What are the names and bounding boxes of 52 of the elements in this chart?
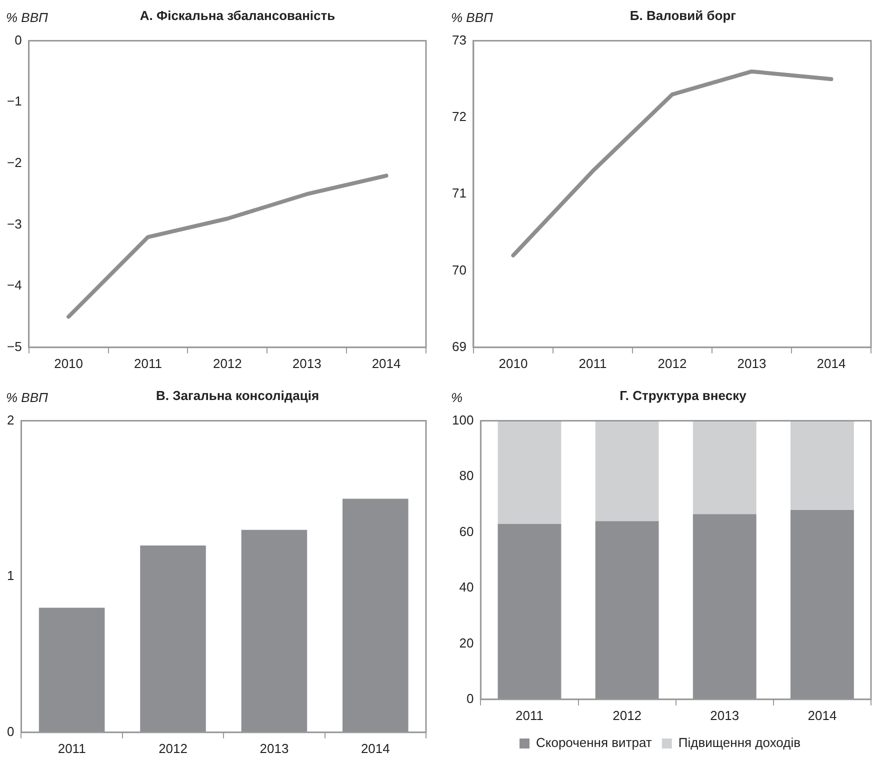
x-tick-label: 2011: [515, 708, 544, 723]
y-tick-label: −2: [6, 155, 22, 170]
y-tick-label: −5: [6, 338, 22, 354]
y-tick-label: 60: [459, 524, 474, 539]
y-tick-label: 2: [6, 412, 14, 428]
legend-label: Скорочення витрат: [536, 735, 652, 750]
y-tick-label: 70: [452, 262, 466, 278]
y-tick-label: 69: [452, 338, 466, 354]
x-tick-label: 2010: [498, 356, 528, 371]
x-tick-label: 2012: [612, 708, 642, 723]
y-tick-label: 72: [452, 109, 466, 124]
chart-title: Б. Валовий борг: [630, 8, 736, 23]
x-tick-label: 2010: [54, 356, 83, 371]
x-tick-label: 2012: [158, 740, 188, 756]
chart-title: А. Фіскальна збалансованість: [140, 8, 336, 23]
x-tick-label: 2012: [212, 356, 242, 371]
x-tick-label: 2011: [58, 740, 86, 756]
chart-title: Г. Структура внеску: [620, 388, 746, 403]
chart-title: В. Загальна консолідація: [156, 388, 320, 403]
bar: [790, 420, 854, 510]
y-tick-label: 71: [452, 186, 466, 201]
y-tick-label: 73: [452, 32, 466, 48]
y-tick-label: 80: [459, 468, 474, 484]
x-tick-label: 2014: [808, 708, 837, 723]
x-tick-label: 2014: [816, 356, 846, 371]
y-axis-title: % ВВП: [451, 10, 493, 25]
x-tick-label: 2011: [578, 356, 607, 371]
y-tick-label: −1: [6, 94, 22, 109]
x-tick-label: 2013: [737, 356, 766, 371]
y-tick-label: 1: [6, 568, 14, 584]
x-tick-label: 2013: [292, 356, 322, 371]
bar: [692, 420, 756, 514]
y-tick-label: 0: [466, 690, 474, 706]
bar: [595, 420, 659, 522]
x-tick-label: 2013: [710, 708, 740, 723]
y-axis-title: % ВВП: [6, 390, 48, 405]
x-tick-label: 2011: [134, 356, 162, 371]
x-tick-label: 2014: [372, 356, 401, 371]
y-tick-label: 100: [452, 412, 474, 428]
bar: [498, 420, 562, 524]
y-tick-label: 0: [14, 32, 22, 48]
y-axis-title: %: [451, 390, 463, 405]
y-axis-title: % ВВП: [6, 10, 48, 25]
legend-label: Підвищення доходів: [678, 735, 801, 750]
y-tick-label: 0: [6, 724, 14, 739]
y-tick-label: −3: [6, 216, 22, 232]
y-tick-label: −4: [6, 278, 22, 293]
x-tick-label: 2014: [360, 740, 390, 756]
y-tick-label: 40: [459, 580, 474, 595]
y-tick-label: 20: [459, 635, 474, 650]
x-tick-label: 2012: [658, 356, 687, 371]
x-tick-label: 2013: [260, 740, 289, 756]
